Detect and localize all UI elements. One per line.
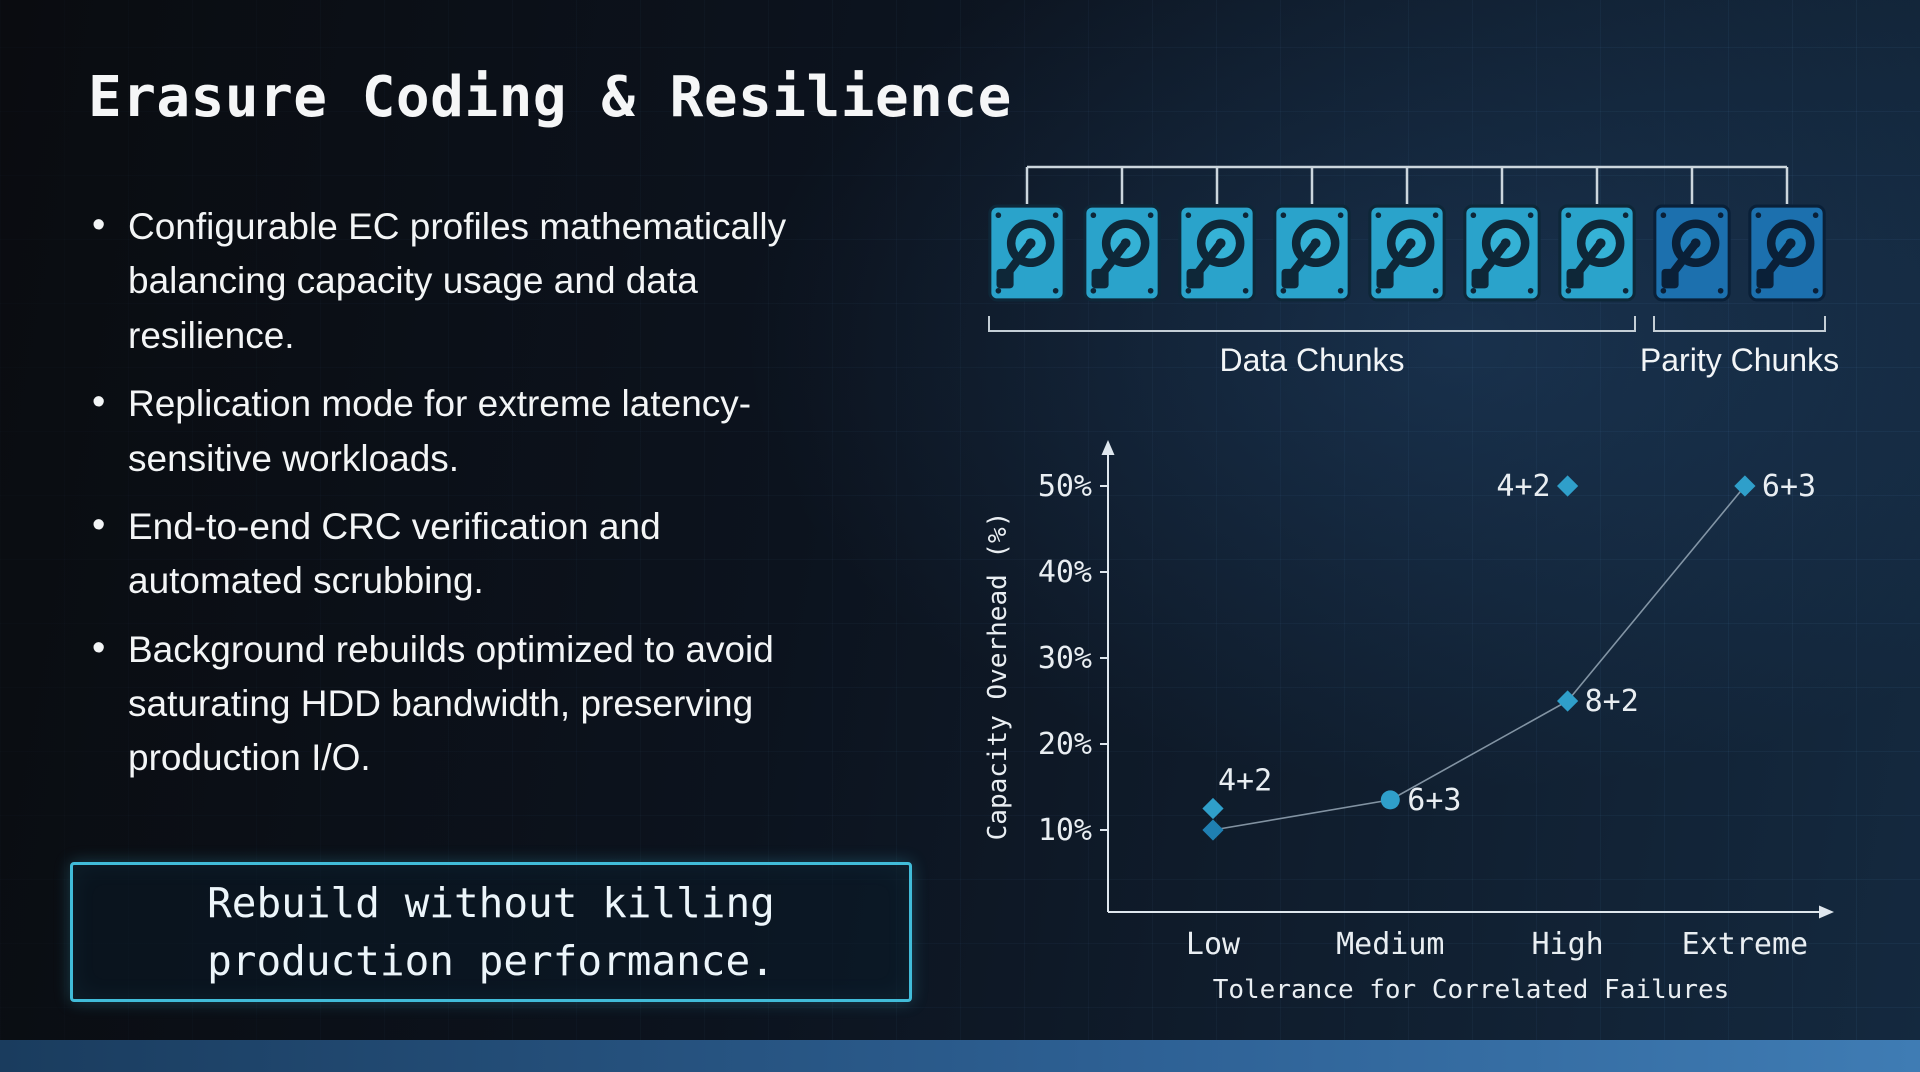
hdd-icon — [1273, 204, 1351, 302]
data-point-diamond — [1202, 819, 1224, 841]
parity-chunks-brace — [1653, 316, 1826, 332]
hdd-icon — [1083, 204, 1161, 302]
x-tick-label: Extreme — [1682, 927, 1808, 962]
bullet-item: End-to-end CRC verification and automate… — [90, 498, 830, 609]
data-point-diamond — [1556, 690, 1579, 712]
slide-title: Erasure Coding & Resilience — [88, 65, 1012, 130]
data-drive-icon — [1558, 204, 1636, 302]
hdd-icon — [988, 204, 1066, 302]
bullet-item: Replication mode for extreme latency-sen… — [90, 375, 830, 486]
data-point-label: 6+3 — [1762, 469, 1816, 504]
data-drive-icon — [988, 204, 1066, 302]
y-tick-label: 20% — [1038, 727, 1092, 762]
y-tick-label: 40% — [1038, 555, 1092, 590]
parity-chunks-label-text: Parity Chunks — [1639, 342, 1840, 378]
bullet-item: Background rebuilds optimized to avoid s… — [90, 621, 830, 786]
data-drive-icon — [1083, 204, 1161, 302]
data-point-label: 4+2 — [1496, 469, 1550, 504]
data-point-label: 8+2 — [1585, 684, 1639, 719]
data-point-diamond — [1734, 475, 1756, 497]
data-chunks-label: Data Chunks — [988, 342, 1636, 379]
group-braces — [988, 316, 1826, 332]
parity-drive-icon — [1653, 204, 1731, 302]
hdd-icon — [1653, 204, 1731, 302]
trend-line — [1212, 485, 1746, 831]
x-tick-label: Low — [1186, 927, 1241, 962]
data-drive-icon — [1463, 204, 1541, 302]
hdd-icon — [1368, 204, 1446, 302]
capacity-overhead-chart: 10% 20% 30% 40% 50% Low Medium High Extreme 4+2 6+… — [950, 420, 1870, 1060]
bullet-item: Configurable EC profiles mathematically … — [90, 198, 830, 363]
data-chunks-brace — [988, 316, 1636, 332]
data-point-circle — [1380, 790, 1400, 810]
data-point-diamond — [1556, 475, 1579, 497]
x-tick-label: Medium — [1336, 927, 1444, 962]
hdd-icon — [1463, 204, 1541, 302]
y-axis-title: Capacity Overhead (%) — [983, 512, 1013, 841]
data-drive-icon — [1273, 204, 1351, 302]
hdd-icon — [1748, 204, 1826, 302]
callout-box: Rebuild without killing production perfo… — [70, 862, 912, 1002]
parity-drive-icon — [1748, 204, 1826, 302]
data-chunks-label-text: Data Chunks — [1219, 342, 1405, 378]
hdd-icon — [1178, 204, 1256, 302]
y-axis-arrow — [1101, 440, 1115, 455]
bottom-accent-bar — [0, 1040, 1920, 1072]
x-axis-title: Tolerance for Correlated Failures — [1213, 975, 1730, 1005]
x-axis-arrow — [1819, 905, 1834, 919]
erasure-coding-disk-diagram: Data Chunks Parity Chunks — [988, 164, 1840, 379]
parity-chunks-label: Parity Chunks — [1640, 342, 1839, 379]
data-point-label: 4+2 — [1218, 764, 1272, 799]
bus-connector — [1025, 165, 1789, 204]
group-labels: Data Chunks Parity Chunks — [988, 342, 1840, 379]
data-point-diamond — [1202, 797, 1224, 820]
y-tick-label: 50% — [1038, 469, 1092, 504]
chart-canvas: 10% 20% 30% 40% 50% Low Medium High Extreme 4+2 6+… — [983, 440, 1834, 1005]
data-drive-icon — [1368, 204, 1446, 302]
bullet-list: Configurable EC profiles mathematically … — [90, 198, 832, 800]
data-drive-icon — [1178, 204, 1256, 302]
drive-row — [988, 204, 1826, 302]
y-tick-label: 10% — [1038, 813, 1092, 848]
y-tick-label: 30% — [1038, 641, 1092, 676]
hdd-icon — [1558, 204, 1636, 302]
x-tick-label: High — [1531, 927, 1603, 962]
data-point-label: 6+3 — [1407, 783, 1461, 818]
